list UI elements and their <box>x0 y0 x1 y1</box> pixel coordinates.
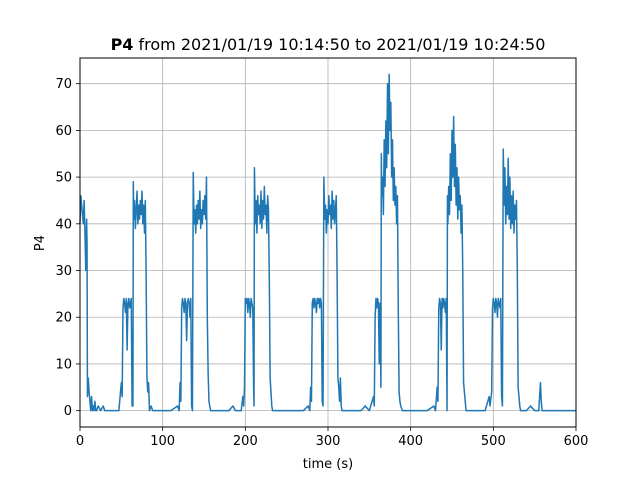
x-axis-label: time (s) <box>303 457 353 472</box>
series-line <box>79 73 576 412</box>
y-tick-label: 30 <box>55 264 72 279</box>
chart-title-bold: P4 <box>111 35 134 54</box>
x-tick-label: 500 <box>481 434 506 449</box>
chart-title-rest: from 2021/01/19 10:14:50 to 2021/01/19 1… <box>133 35 545 54</box>
y-tick-label: 60 <box>55 124 72 139</box>
x-tick-label: 600 <box>564 434 589 449</box>
x-tick-label: 100 <box>150 434 175 449</box>
x-tick-label: 0 <box>76 434 84 449</box>
y-tick-label: 40 <box>55 217 72 232</box>
grid <box>79 58 577 427</box>
y-tick-label: 50 <box>55 171 72 186</box>
y-tick-label: 0 <box>64 404 72 419</box>
y-tick-label: 10 <box>55 357 72 372</box>
ticks: 0 100 200 300 400 500 600 0 10 20 30 40 50 60 70 <box>55 77 588 449</box>
x-tick-label: 200 <box>233 434 258 449</box>
y-tick-label: 20 <box>55 311 72 326</box>
x-tick-label: 400 <box>398 434 423 449</box>
y-axis-label: P4 <box>33 235 48 251</box>
y-tick-label: 70 <box>55 77 72 92</box>
chart-title: P4 from 2021/01/19 10:14:50 to 2021/01/1… <box>111 35 546 54</box>
x-tick-label: 300 <box>316 434 341 449</box>
